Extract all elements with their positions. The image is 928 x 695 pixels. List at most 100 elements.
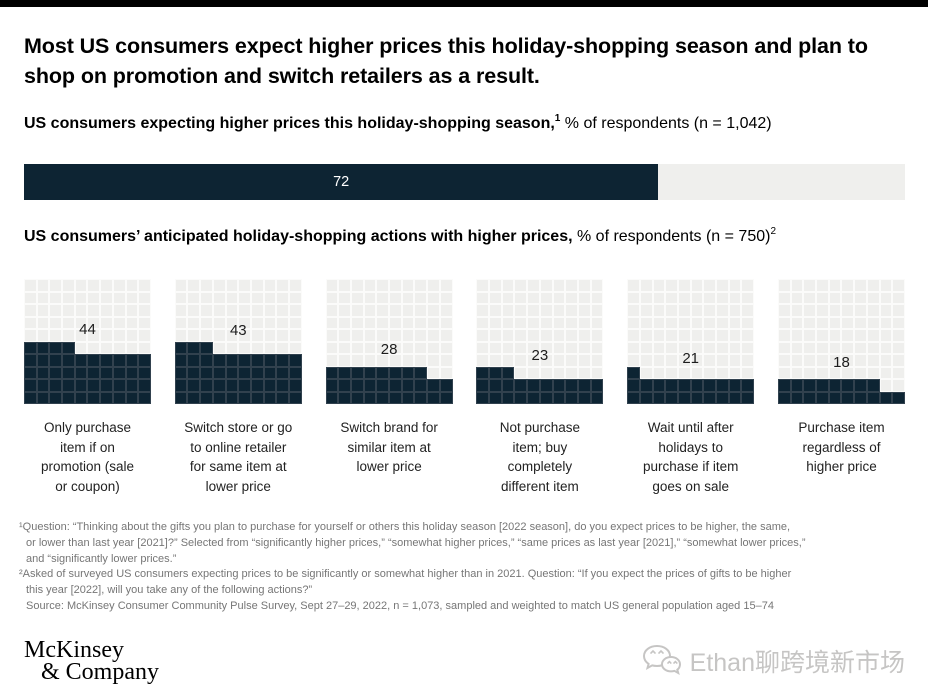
waffle-cell [174,329,188,342]
bar-value-label: 72 [333,174,350,190]
waffle-cell [639,279,653,292]
waffle-cell [514,279,528,292]
waffle-cell [401,329,415,342]
waffle-cell [212,354,226,367]
waffle-caption: Purchase item regardless of higher price [798,420,885,474]
waffle-cell [427,354,440,367]
waffle-cell [24,316,37,329]
waffle-cell [187,391,201,404]
waffle-cell [401,279,415,292]
waffle-cell [639,291,653,304]
waffle-cell [476,379,490,392]
waffle-cell [577,304,591,317]
waffle-cell [565,316,578,329]
waffle-cell [389,279,402,292]
waffle-cell [590,279,604,292]
waffle-cell [816,304,829,317]
waffle-cell [828,379,842,392]
waffle-cell [439,366,453,379]
waffle-cell [866,341,880,354]
waffle-cell [476,316,490,329]
waffle-cell [565,279,578,292]
waffle-cell [112,304,126,317]
waffle-cell [741,341,755,354]
waffle-cell [501,291,515,304]
waffle-cell [716,316,729,329]
waffle-cell [187,354,201,367]
waffle-cell [514,291,528,304]
waffle-cell [590,291,604,304]
waffle-cell [627,304,640,317]
waffle-cell [389,291,402,304]
waffle-cell [690,391,704,404]
waffle-cell [87,304,101,317]
waffle-cell [125,379,139,392]
waffle-cell [577,379,591,392]
waffle-cell [389,341,402,354]
waffle-cell [363,291,377,304]
waffle-cell [87,354,101,367]
waffle-cell [389,391,402,404]
waffle-caption: Switch brand for similar item at lower p… [340,420,438,474]
waffle-cell [289,341,302,354]
waffle-cell [489,366,502,379]
waffle-cell [100,341,113,354]
single-bar-chart: 72 [24,164,905,200]
waffle-cell [501,304,515,317]
waffle-cell [790,329,804,342]
waffle-cell [325,304,339,317]
mckinsey-logo: McKinsey & Company [24,638,159,685]
waffle-cell [350,304,364,317]
waffle-cell [187,329,201,342]
waffle-cell [289,379,302,392]
waffle-cell [62,316,75,329]
waffle-cell [100,329,113,342]
waffle-cell [703,329,717,342]
waffle-cell [690,341,704,354]
waffle-cell [125,354,139,367]
waffle-cell [74,366,88,379]
source-line: Source: McKinsey Consumer Community Puls… [26,599,774,612]
waffle-cell [514,379,528,392]
footnote-line: ¹Question: “Thinking about the gifts you… [19,521,791,533]
waffle-cell [489,291,502,304]
waffle-cell [777,316,791,329]
waffle-cell [112,329,126,342]
waffle-cell [174,304,188,317]
waffle-cell [552,304,566,317]
waffle-cell [225,304,239,317]
waffle-cell [703,279,717,292]
waffle-cell [49,291,63,304]
waffle-cell [703,291,717,304]
waffle-cell [62,291,75,304]
waffle-cell [841,329,855,342]
waffle-cell [565,341,578,354]
waffle-cell [690,366,704,379]
waffle-cell [276,291,290,304]
waffle-cell [74,291,88,304]
waffle-cell [665,341,678,354]
waffle-cell [841,341,855,354]
waffle-cell [263,379,277,392]
waffle-cell [74,304,88,317]
waffle-cell [376,279,390,292]
waffle-cell [125,304,139,317]
logo-line2: & Company [41,658,159,685]
waffle-cell [276,341,290,354]
waffle-cell [665,304,678,317]
waffle-cell [703,316,717,329]
waffle-column-1: 43 Switch store or go to online retailer … [174,279,302,496]
waffle-cell [338,366,351,379]
waffle-cell [24,291,37,304]
waffle-cell [627,366,640,379]
waffle-cell [741,304,755,317]
section2-heading: US consumers’ anticipated holiday-shoppi… [24,226,905,247]
waffle-cell [325,291,339,304]
waffle-cell [892,354,905,367]
waffle-cell [841,391,855,404]
waffle-cell [565,391,578,404]
waffle-cell [376,341,390,354]
waffle-cell [665,291,678,304]
waffle-cell [665,379,678,392]
